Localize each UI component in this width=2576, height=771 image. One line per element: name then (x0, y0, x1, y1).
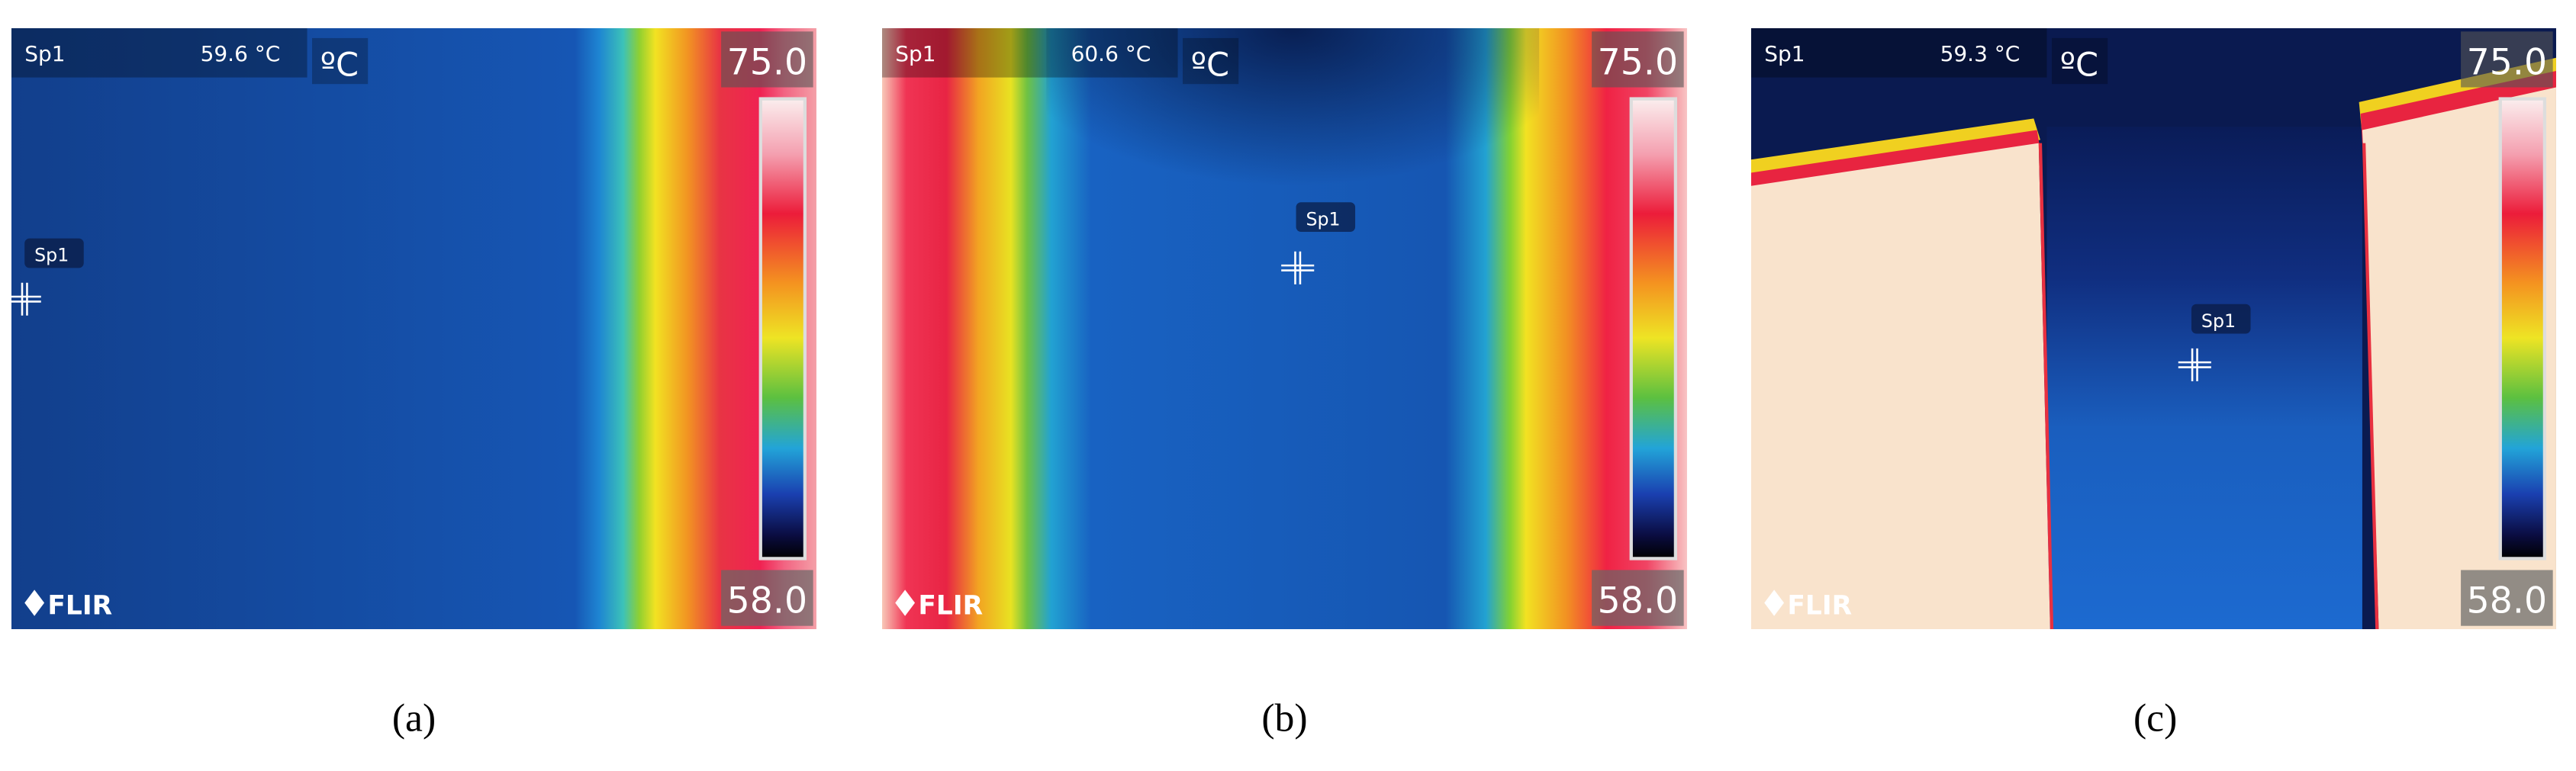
crosshair (1281, 251, 1315, 284)
scale-min: 58.0 (2467, 580, 2547, 622)
spot-name: Sp1 (895, 41, 935, 66)
spot-label-box (1296, 202, 1356, 232)
unit: ºC (2060, 46, 2098, 84)
caption: (c) (2133, 696, 2177, 740)
crosshair (8, 282, 41, 316)
caption: (b) (1261, 696, 1307, 740)
scale-max-box (1592, 31, 1684, 88)
caption: (a) (392, 696, 436, 740)
edge-line (2038, 143, 2054, 630)
spot-name: Sp1 (24, 41, 65, 66)
logo: FLIR (1787, 591, 1852, 622)
info-bar (1751, 28, 2047, 78)
unit: ºC (1191, 46, 1229, 84)
scale-min-box (2461, 570, 2553, 626)
spot-name: Sp1 (1764, 41, 1805, 66)
spot-temperature: 59.3 °C (1940, 41, 2021, 66)
color-scale (758, 97, 807, 561)
shadow (1046, 28, 1540, 291)
logo-icon (1764, 589, 1785, 616)
logo: FLIR (47, 591, 112, 622)
scale-max: 75.0 (1598, 41, 1678, 83)
logo-icon (24, 589, 45, 616)
spot-label-box (2191, 304, 2251, 334)
color-scale (1629, 97, 1678, 561)
unit-box (1182, 37, 1239, 85)
unit-box (311, 37, 369, 85)
scale-min-box (721, 570, 813, 626)
spot-temperature: 60.6 °C (1071, 41, 1151, 66)
spot-temperature: 59.6 °C (201, 41, 281, 66)
spot-marker: Sp1 (1306, 208, 1340, 230)
info-bar (882, 28, 1178, 78)
hot-region (1751, 143, 2050, 629)
spot-label-box (24, 238, 84, 268)
thermal-panel: Sp1 59.3 °C ºC 75.0 58.0 FLIR Sp1 (c) (1751, 28, 2556, 740)
unit-box (2051, 37, 2108, 85)
edge-line (2362, 143, 2379, 630)
spot-marker: Sp1 (2201, 310, 2236, 332)
channel (2046, 127, 2362, 629)
color-scale (2498, 97, 2547, 561)
info-bar (11, 28, 308, 78)
scale-max-box (2461, 31, 2553, 88)
crosshair (2178, 348, 2211, 381)
thermal-panel: Sp1 59.6 °C ºC 75.0 58.0 FLIR Sp1 (a) (8, 28, 816, 740)
scale-max: 75.0 (2467, 41, 2547, 83)
scale-min: 58.0 (1598, 580, 1678, 622)
scale-max-box (721, 31, 813, 88)
thermal-panel: Sp1 60.6 °C ºC 75.0 58.0 FLIR Sp1 (b) (882, 28, 1687, 740)
scale-min: 58.0 (727, 580, 807, 622)
logo: FLIR (918, 591, 983, 622)
scale-max: 75.0 (727, 41, 807, 83)
spot-marker: Sp1 (34, 245, 69, 266)
unit: ºC (320, 46, 359, 84)
scale-min-box (1592, 570, 1684, 626)
thermal-image (11, 28, 816, 629)
